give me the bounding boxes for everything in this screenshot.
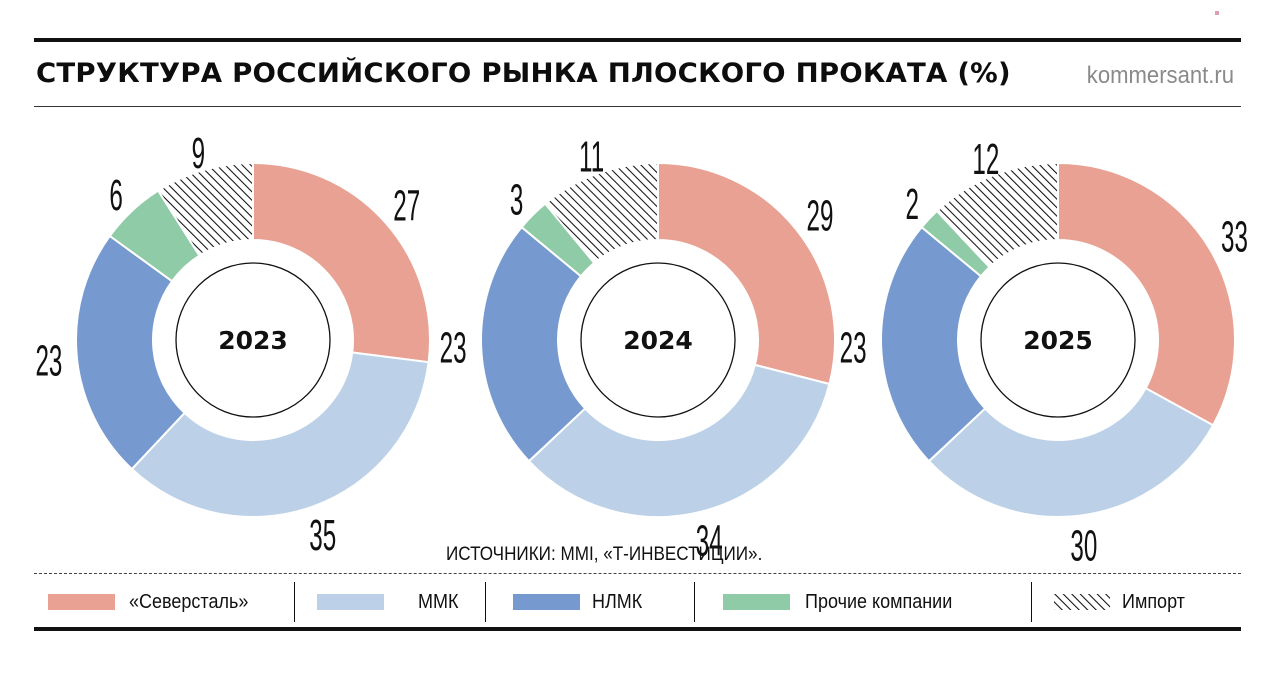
year-label: 2024 bbox=[623, 326, 693, 355]
value-label-others: 2 bbox=[905, 179, 918, 229]
value-label-severstal: 33 bbox=[1221, 212, 1248, 262]
legend-label-severstal: «Северсталь» bbox=[129, 590, 249, 613]
value-label-severstal: 29 bbox=[807, 191, 834, 241]
value-label-nlmk: 23 bbox=[35, 336, 62, 386]
legend-swatch-others bbox=[723, 594, 790, 610]
year-label: 2023 bbox=[218, 326, 288, 355]
legend-label-import: Импорт bbox=[1122, 590, 1185, 613]
value-label-import: 11 bbox=[579, 132, 604, 182]
legend-item-severstal: «Северсталь» bbox=[34, 578, 294, 626]
legend-separator bbox=[694, 582, 695, 622]
legend: «Северсталь» ММК НЛМК Прочие компании Им… bbox=[34, 578, 1241, 626]
slice-severstal bbox=[252, 161, 431, 364]
slice-nlmk bbox=[880, 225, 987, 463]
dashed-divider bbox=[34, 573, 1241, 574]
source-note: ИСТОЧНИКИ: MMI, «Т-ИНВЕСТИЦИИ». bbox=[446, 544, 763, 565]
value-label-import: 12 bbox=[972, 134, 999, 184]
legend-swatch-nlmk bbox=[513, 594, 580, 610]
value-label-others: 3 bbox=[510, 175, 523, 225]
legend-label-nlmk: НЛМК bbox=[592, 590, 643, 613]
slice-import bbox=[935, 161, 1059, 269]
year-label: 2025 bbox=[1023, 326, 1093, 355]
slice-import bbox=[543, 161, 659, 265]
value-label-severstal: 27 bbox=[393, 181, 420, 231]
donut-2025: 33 30 23 2 12 2025 bbox=[840, 134, 1248, 570]
value-label-mmk: 35 bbox=[309, 510, 336, 560]
legend-item-nlmk: НЛМК bbox=[486, 578, 694, 626]
legend-item-mmk: ММК bbox=[295, 578, 485, 626]
top-rule bbox=[34, 38, 1241, 42]
slice-severstal bbox=[1057, 161, 1236, 427]
value-label-others: 6 bbox=[109, 171, 122, 221]
year-circle bbox=[980, 262, 1136, 418]
donut-2023: 27 35 23 6 9 2023 bbox=[35, 128, 431, 560]
year-circle bbox=[175, 262, 331, 418]
slice-nlmk bbox=[75, 234, 186, 471]
slice-mmk bbox=[130, 351, 430, 518]
slice-nlmk bbox=[480, 225, 587, 463]
bottom-rule bbox=[34, 627, 1241, 631]
legend-label-others: Прочие компании bbox=[805, 590, 953, 613]
legend-label-mmk: ММК bbox=[418, 590, 459, 613]
slice-mmk bbox=[927, 386, 1215, 518]
value-label-nlmk: 23 bbox=[440, 323, 467, 373]
value-label-mmk: 34 bbox=[696, 516, 723, 566]
slice-mmk bbox=[527, 363, 831, 518]
value-label-mmk: 30 bbox=[1070, 521, 1097, 571]
value-label-nlmk: 23 bbox=[840, 323, 867, 373]
legend-swatch-mmk bbox=[317, 594, 384, 610]
header-divider bbox=[34, 106, 1241, 107]
legend-item-import: Импорт bbox=[1032, 578, 1192, 626]
chart-title: СТРУКТУРА РОССИЙСКОГО РЫНКА ПЛОСКОГО ПРО… bbox=[36, 58, 1011, 89]
year-circle bbox=[580, 262, 736, 418]
legend-item-others: Прочие компании bbox=[695, 578, 1031, 626]
corner-mark bbox=[1215, 11, 1219, 15]
legend-separator bbox=[294, 582, 295, 622]
slice-import bbox=[156, 161, 254, 257]
slice-severstal bbox=[657, 161, 836, 386]
legend-separator bbox=[1031, 582, 1032, 622]
donut-2024: 29 34 23 3 11 2024 bbox=[440, 132, 836, 566]
legend-swatch-import-hatch-icon bbox=[1054, 594, 1110, 610]
brand-label: kommersant.ru bbox=[1086, 62, 1234, 89]
legend-separator bbox=[485, 582, 486, 622]
value-label-import: 9 bbox=[192, 128, 205, 178]
legend-swatch-severstal bbox=[48, 594, 115, 610]
